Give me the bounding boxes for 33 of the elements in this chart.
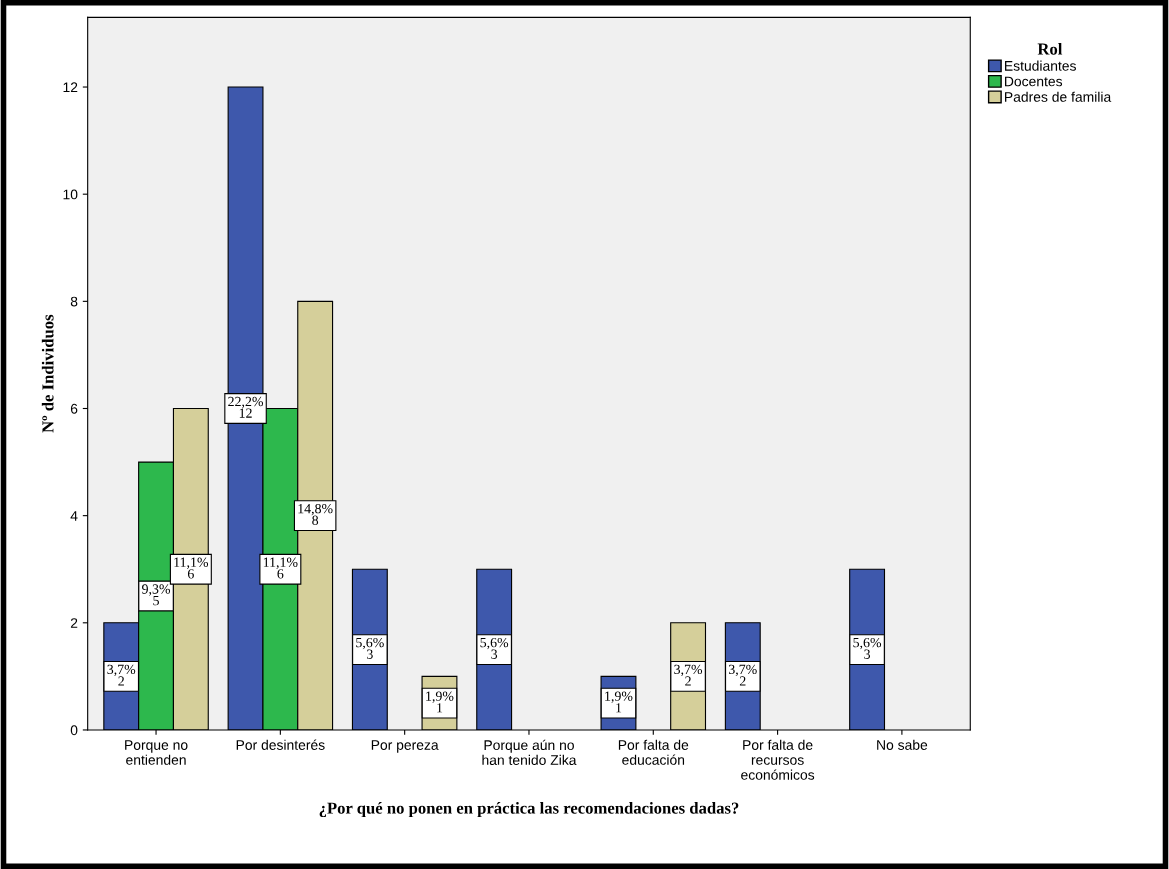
legend-label: Docentes xyxy=(1005,76,1063,87)
legend-title: Rol xyxy=(1037,42,1063,55)
data-label: 5,6% 3 xyxy=(853,637,882,659)
data-label: 22,2% 12 xyxy=(228,396,264,418)
x-tick-label: Por pereza xyxy=(371,740,439,753)
y-tick-label: 8 xyxy=(70,296,78,307)
y-tick-label: 4 xyxy=(70,511,78,521)
data-label: 14,8% 8 xyxy=(298,503,333,525)
legend-label: Padres de familia xyxy=(1005,91,1112,102)
data-label: 5,6% 3 xyxy=(480,637,509,659)
data-label: 11,1% 6 xyxy=(174,557,209,579)
legend-label: Estudiantes xyxy=(1005,60,1076,71)
y-axis-title: Nº de Individuos xyxy=(41,314,54,433)
x-tick-label: Por desinterés xyxy=(236,739,325,750)
y-tick-label: 0 xyxy=(70,725,78,736)
data-label: 3,7% 2 xyxy=(728,664,757,686)
x-tick-label: No sabe xyxy=(877,739,928,750)
x-tick-label: Porque aún no han tenido Zika xyxy=(482,739,577,766)
data-label: 1,9% 1 xyxy=(426,691,454,713)
y-tick-label: 2 xyxy=(70,618,78,628)
data-label: 11,1% 6 xyxy=(263,557,298,579)
x-axis-title: ¿Por qué no ponen en práctica las recomendaciones dadas? xyxy=(319,801,739,818)
data-label: 5,6% 3 xyxy=(356,637,384,659)
x-tick-label: Por falta de recursos económicos xyxy=(741,739,815,780)
data-label: 3,7% 2 xyxy=(107,664,136,686)
data-label: 1,9% 1 xyxy=(605,691,633,713)
y-tick-label: 6 xyxy=(70,403,78,414)
y-tick-label: 10 xyxy=(63,189,78,200)
data-label: 9,3% 5 xyxy=(142,584,171,606)
y-tick-label: 12 xyxy=(63,82,78,93)
x-tick-label: Por falta de educación xyxy=(618,739,689,765)
x-tick-label: Porque no entienden xyxy=(125,740,188,765)
data-label: 3,7% 2 xyxy=(674,664,703,686)
